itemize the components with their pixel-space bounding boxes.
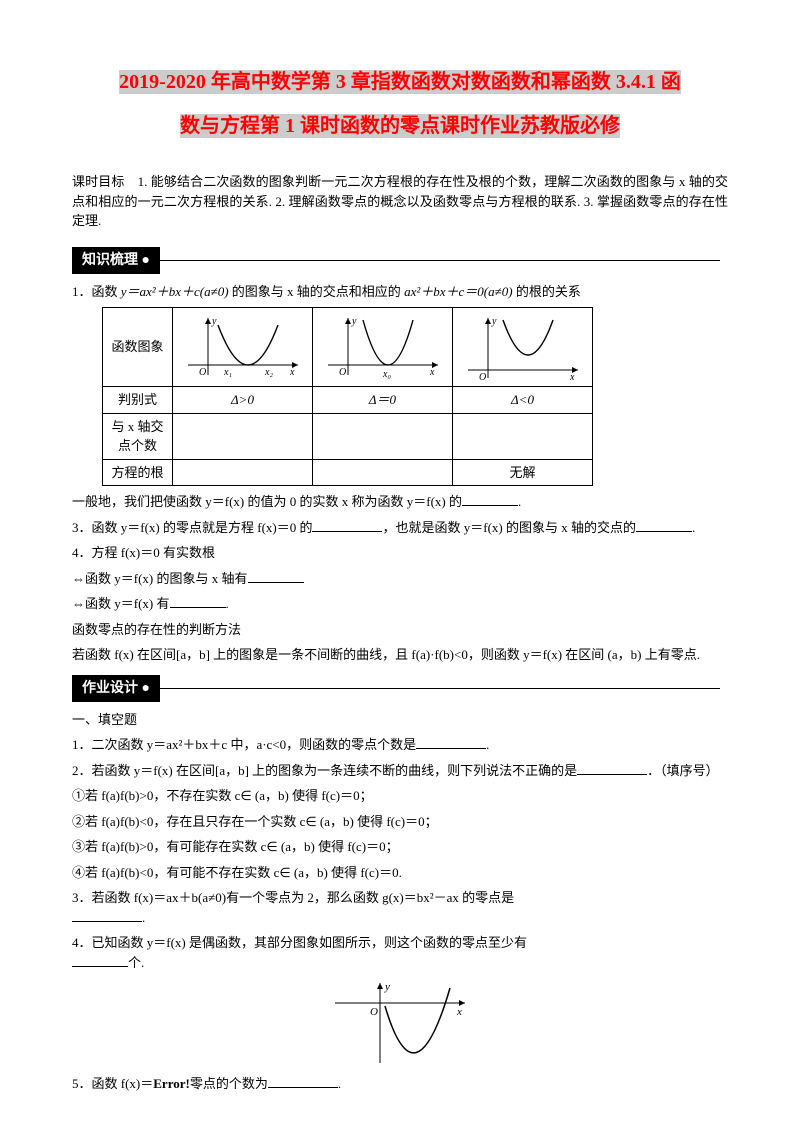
svg-text:y: y: [211, 316, 217, 327]
blank: [577, 762, 647, 774]
section-tab-label: 作业设计: [82, 681, 138, 696]
objective-text: 课时目标 1. 能够结合二次函数的图象判断一元二次方程根的存在性及根的个数，理解…: [72, 172, 728, 231]
text: 3．若函数 f(x)＝ax＋b(a≠0)有一个零点为 2，那么函数 g(x)＝b…: [72, 890, 514, 905]
q3: 3．若函数 f(x)＝ax＋b(a≠0)有一个零点为 2，那么函数 g(x)＝b…: [72, 888, 728, 927]
q4-figure: O x y: [72, 978, 728, 1068]
no-solution: 无解: [453, 459, 593, 486]
blank: [248, 570, 304, 582]
svg-text:x: x: [569, 372, 575, 383]
svg-text:x₁: x₁: [223, 367, 232, 378]
page-title: 2019-2020 年高中数学第 3 章指数函数对数函数和幂函数 3.4.1 函…: [72, 60, 728, 148]
section-tab-exercise: 作业设计 ●: [72, 675, 160, 702]
para-1: 1．函数 y＝ax²＋bx＋c(a≠0) 的图象与 x 轴的交点和相应的 ax²…: [72, 282, 728, 302]
svg-text:y: y: [384, 981, 390, 993]
blank-cell: [173, 413, 313, 459]
text: 一般地，我们把使函数 y＝f(x) 的值为 0 的实数 x 称为函数 y＝f(x…: [72, 494, 462, 509]
text: 个.: [128, 955, 144, 970]
blank-cell: [173, 459, 313, 486]
row-roots-label: 方程的根: [103, 459, 173, 486]
q5: 5．函数 f(x)＝Error!零点的个数为.: [72, 1074, 728, 1094]
section-tab-label: 知识梳理: [82, 253, 138, 268]
disc-lt: Δ<0: [453, 387, 593, 414]
q2-opt3: ③若 f(a)f(b)>0，有可能存在实数 c∈ (a，b) 使得 f(c)＝0…: [72, 837, 728, 857]
text: 3．函数 y＝f(x) 的零点就是方程 f(x)＝0 的: [72, 520, 312, 535]
blank: [72, 909, 142, 921]
q2: 2．若函数 y＝f(x) 在区间[a，b] 上的图象为一条连续不断的曲线，则下列…: [72, 761, 728, 781]
blank: [416, 737, 486, 749]
title-line-2: 数与方程第 1 课时函数的零点课时作业苏教版必修: [180, 114, 620, 138]
blank-cell: [313, 459, 453, 486]
para-4: 4．方程 f(x)＝0 有实数根: [72, 543, 728, 563]
q2-opt1: ①若 f(a)f(b)>0，不存在实数 c∈ (a，b) 使得 f(c)＝0；: [72, 786, 728, 806]
para-5: 若函数 f(x) 在区间[a，b] 上的图象是一条不间断的曲线，且 f(a)·f…: [72, 645, 728, 665]
blank: [268, 1076, 338, 1088]
title-line-1: 2019-2020 年高中数学第 3 章指数函数对数函数和幂函数 3.4.1 函: [119, 70, 681, 94]
svg-text:O: O: [370, 1006, 378, 1018]
para-5h: 函数零点的存在性的判断方法: [72, 620, 728, 640]
q2-opt2: ②若 f(a)f(b)<0，存在且只存在一个实数 c∈ (a，b) 使得 f(c…: [72, 812, 728, 832]
graph-no-root: O x y: [453, 308, 593, 387]
formula: y＝ax²＋bx＋c(a≠0): [121, 284, 229, 299]
text: ⇔函数 y＝f(x) 有: [72, 596, 170, 611]
text: ⇔函数 y＝f(x) 的图象与 x 轴有: [72, 571, 248, 586]
exercise-heading: 一、填空题: [72, 710, 728, 730]
formula: ax²＋bx＋c＝0(a≠0): [404, 284, 513, 299]
text: ，也就是函数 y＝f(x) 的图象与 x 轴的交点的: [382, 520, 636, 535]
blank: [636, 519, 692, 531]
para-4b: ⇔函数 y＝f(x) 有.: [72, 594, 728, 614]
text: 1．二次函数 y＝ax²＋bx＋c 中，a·c<0，则函数的零点个数是: [72, 737, 416, 752]
text: 5．函数 f(x)＝: [72, 1076, 153, 1091]
svg-text:x: x: [289, 367, 295, 378]
q1: 1．二次函数 y＝ax²＋bx＋c 中，a·c<0，则函数的零点个数是.: [72, 735, 728, 755]
discriminant-table: 函数图象 O x₁ x₂ x y O: [102, 307, 593, 486]
graph-one-root: O x₀ x y: [313, 308, 453, 387]
blank-cell: [313, 413, 453, 459]
error-text: Error!: [153, 1076, 190, 1091]
svg-text:x: x: [456, 1006, 462, 1018]
svg-text:O: O: [199, 367, 206, 378]
text: 2．若函数 y＝f(x) 在区间[a，b] 上的图象为一条连续不断的曲线，则下列…: [72, 763, 577, 778]
blank-cell: [453, 413, 593, 459]
disc-eq: Δ＝0: [313, 387, 453, 414]
q4: 4．已知函数 y＝f(x) 是偶函数，其部分图象如图所示，则这个函数的零点至少有…: [72, 933, 728, 972]
section-tab-knowledge: 知识梳理 ●: [72, 247, 160, 274]
row-graph-label: 函数图象: [103, 308, 173, 387]
svg-text:x₂: x₂: [264, 367, 273, 378]
text: 的根的关系: [513, 284, 581, 299]
svg-text:x: x: [429, 367, 435, 378]
blank: [462, 494, 518, 506]
text: ．（填序号）: [647, 763, 719, 778]
blank: [72, 954, 128, 966]
row-disc-label: 判别式: [103, 387, 173, 414]
blank: [312, 519, 382, 531]
blank: [170, 596, 226, 608]
text: 1．函数: [72, 284, 121, 299]
row-intersect-label: 与 x 轴交点个数: [103, 413, 173, 459]
para-2: 一般地，我们把使函数 y＝f(x) 的值为 0 的实数 x 称为函数 y＝f(x…: [72, 492, 728, 512]
para-4a: ⇔函数 y＝f(x) 的图象与 x 轴有: [72, 569, 728, 589]
text: 零点的个数为: [190, 1076, 268, 1091]
svg-text:y: y: [351, 316, 357, 327]
svg-text:O: O: [479, 372, 486, 383]
q2-opt4: ④若 f(a)f(b)<0，有可能不存在实数 c∈ (a，b) 使得 f(c)＝…: [72, 863, 728, 883]
svg-text:x₀: x₀: [382, 369, 391, 380]
svg-text:y: y: [491, 316, 497, 327]
text: 4．已知函数 y＝f(x) 是偶函数，其部分图象如图所示，则这个函数的零点至少有: [72, 935, 527, 950]
disc-gt: Δ>0: [173, 387, 313, 414]
svg-text:O: O: [339, 367, 346, 378]
para-3: 3．函数 y＝f(x) 的零点就是方程 f(x)＝0 的 ，也就是函数 y＝f(x…: [72, 518, 728, 538]
graph-two-roots: O x₁ x₂ x y: [173, 308, 313, 387]
text: 的图象与 x 轴的交点和相应的: [229, 284, 405, 299]
